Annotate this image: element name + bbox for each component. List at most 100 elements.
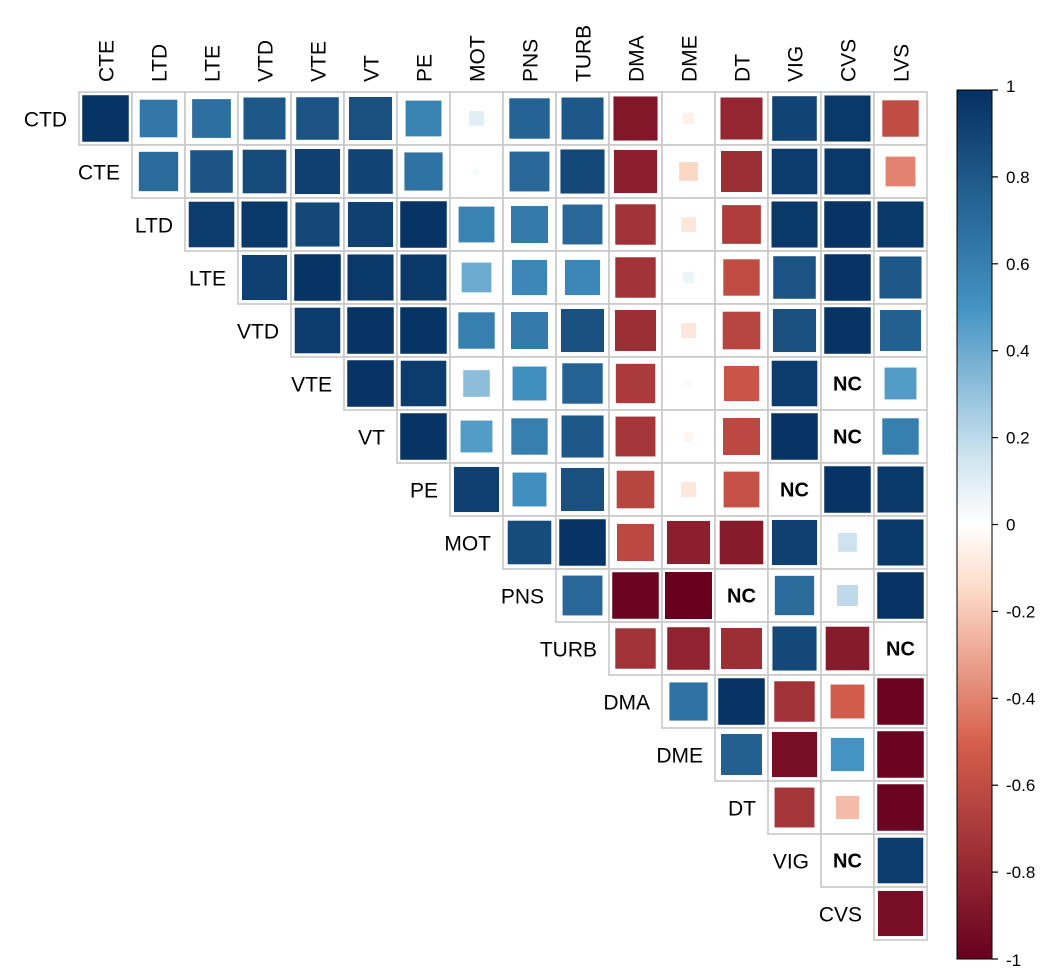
column-label: TURB (573, 25, 596, 82)
colorbar-tick-label: -0.2 (1006, 602, 1035, 621)
nc-label: NC (833, 374, 862, 396)
heatmap-square (877, 572, 924, 619)
heatmap-square (562, 575, 603, 616)
heatmap-square (681, 217, 696, 232)
heatmap-square (139, 99, 178, 138)
heatmap-square (561, 97, 604, 140)
heatmap-cells: NC NC NC NC NC NC (78, 91, 928, 941)
heatmap-square (771, 519, 818, 566)
nc-label: NC (780, 480, 809, 502)
row-label: TURB (540, 639, 597, 662)
colorbar-gradient (956, 89, 993, 960)
heatmap-square (771, 148, 818, 195)
heatmap-square (400, 201, 447, 248)
heatmap-square (835, 795, 860, 820)
heatmap-square (615, 204, 656, 245)
column-label: VT (361, 55, 384, 82)
heatmap-square (825, 626, 870, 671)
heatmap-square (511, 259, 548, 296)
heatmap-square (682, 112, 695, 125)
heatmap-square (559, 519, 606, 566)
heatmap-square (461, 262, 492, 293)
nc-label: NC (833, 851, 862, 873)
heatmap-square (463, 370, 490, 397)
row-label: PNS (501, 586, 544, 609)
heatmap-square (616, 470, 655, 509)
heatmap-square (836, 584, 859, 607)
heatmap-square (400, 413, 447, 460)
heatmap-square (347, 201, 394, 248)
heatmap-square (190, 150, 233, 193)
heatmap-square (685, 380, 692, 387)
column-label: MOT (467, 35, 490, 82)
heatmap-square (681, 323, 696, 338)
heatmap-square (507, 520, 552, 565)
heatmap-square (771, 413, 818, 460)
colorbar-tick-label: -0.8 (1006, 863, 1035, 882)
heatmap-square (877, 466, 924, 513)
heatmap-square (348, 96, 393, 141)
heatmap-square (612, 572, 659, 619)
heatmap-square (615, 416, 656, 457)
heatmap-square (722, 205, 761, 244)
row-label: PE (410, 480, 438, 503)
heatmap-square (679, 162, 698, 181)
heatmap-square (243, 97, 286, 140)
heatmap-square (295, 202, 340, 247)
column-labels: CTE LTD LTE VTD VTE VT PE MOT PNS TURB DMA DME DT VIG… (96, 25, 914, 82)
column-label: DME (679, 35, 702, 82)
heatmap-square (772, 96, 817, 141)
heatmap-square (830, 684, 865, 719)
heatmap-square (771, 360, 818, 407)
heatmap-square (884, 367, 917, 400)
heatmap-square (669, 682, 708, 721)
colorbar-tick-label: 0 (1006, 516, 1015, 535)
heatmap-square (564, 259, 601, 296)
heatmap-cell-bg (714, 568, 769, 623)
row-label: VTE (291, 374, 332, 397)
heatmap-square (560, 308, 605, 353)
heatmap-cell-bg (767, 462, 822, 517)
heatmap-square (347, 254, 394, 301)
row-label: LTD (135, 215, 173, 238)
column-label: CVS (838, 39, 861, 82)
heatmap-square (509, 98, 550, 139)
heatmap-square (683, 431, 694, 442)
heatmap-square (616, 523, 655, 562)
heatmap-square (682, 271, 695, 284)
row-label: DT (728, 798, 756, 821)
colorbar-tick-label: 0.2 (1006, 429, 1030, 448)
heatmap-square (458, 206, 495, 243)
heatmap-square (473, 168, 480, 175)
heatmap-square (615, 628, 656, 669)
heatmap-square (615, 363, 656, 404)
row-label: LTE (189, 268, 226, 291)
heatmap-cell-bg (820, 833, 875, 888)
row-label: VT (358, 427, 385, 450)
heatmap-square (460, 420, 493, 453)
heatmap-square (830, 737, 865, 772)
heatmap-square (453, 466, 500, 513)
heatmap-square (771, 201, 818, 248)
heatmap-square (510, 205, 549, 244)
heatmap-square (241, 254, 288, 301)
colorbar-tick-label: 0.8 (1006, 168, 1030, 187)
heatmap-square (512, 472, 547, 507)
heatmap-square (774, 575, 815, 616)
heatmap-square (824, 254, 871, 301)
heatmap-square (615, 310, 656, 351)
heatmap-square (723, 471, 760, 508)
heatmap-square (723, 365, 760, 402)
heatmap-square (615, 257, 656, 298)
heatmap-square (509, 151, 550, 192)
nc-label: NC (886, 639, 915, 661)
heatmap-square (722, 417, 761, 456)
column-label: PE (414, 54, 437, 82)
heatmap-square (882, 100, 919, 137)
heatmap-square (242, 149, 287, 194)
colorbar-tick-label: -0.4 (1006, 689, 1035, 708)
heatmap-square (294, 254, 341, 301)
heatmap-square (877, 784, 924, 831)
colorbar-tick-label: -0.6 (1006, 776, 1035, 795)
heatmap-square (667, 627, 710, 670)
